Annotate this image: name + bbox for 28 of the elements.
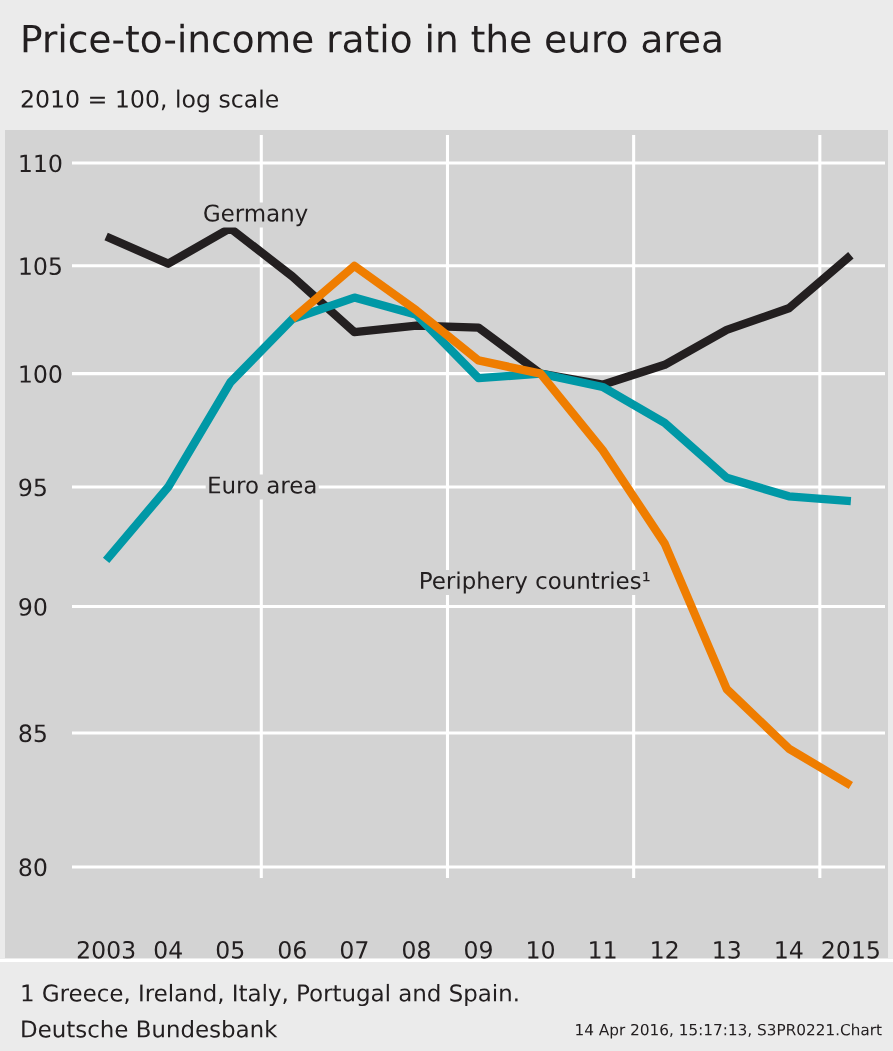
y-tick-label: 90: [19, 598, 47, 616]
y-tick-label: 110: [20, 154, 62, 173]
x-tick-label: 10: [528, 940, 555, 959]
series-label: Periphery countries¹: [421, 571, 650, 594]
y-tick-label: 100: [20, 365, 62, 383]
x-tick-label: 06: [278, 940, 306, 959]
y-tick-label: 95: [19, 478, 46, 497]
x-tick-label: 07: [340, 940, 368, 959]
text: Deutsche Bundesbank: [22, 1019, 278, 1038]
x-tick-label: 09: [465, 940, 492, 959]
text: 14 Apr 2016, 15:17:13, S3PR0221.Chart: [576, 1023, 882, 1039]
x-tick-label: 12: [652, 940, 678, 959]
text: 1 Greece, Ireland, Italy, Portugal and Spain.: [22, 983, 518, 1007]
x-tick-label: 04: [154, 940, 182, 959]
chart-subtitle: 2010 = 100, log scale: [21, 89, 279, 113]
x-tick-label: 05: [216, 940, 244, 959]
y-tick-label: 80: [19, 858, 47, 877]
x-tick-label: 11: [590, 941, 616, 959]
series-label: Germany: [204, 204, 308, 227]
chart-title: Price-to-income ratio in the euro area: [23, 23, 721, 53]
x-tick-label: 2003: [77, 940, 135, 959]
x-tick-label: 2015: [822, 940, 879, 959]
series-label: Euro area: [209, 476, 316, 494]
y-tick-label: 85: [19, 724, 46, 743]
y-tick-label: 105: [20, 257, 61, 276]
x-tick-label: 08: [402, 940, 430, 959]
x-tick-label: 13: [714, 940, 740, 959]
x-tick-label: 14: [776, 941, 803, 959]
